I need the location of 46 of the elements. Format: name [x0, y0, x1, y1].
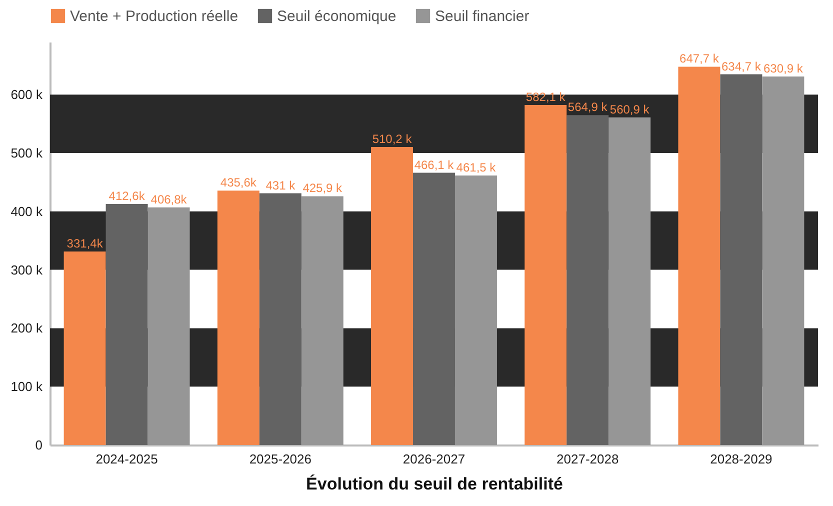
bar: [217, 190, 260, 445]
y-tick-label: 100 k: [10, 379, 43, 394]
bar: [454, 175, 497, 445]
data-label: 406,8k: [150, 192, 188, 206]
data-label: 466,1 k: [414, 158, 455, 172]
data-label: 331,4k: [66, 236, 104, 250]
bar: [148, 207, 190, 445]
data-label: 630,9 k: [763, 62, 804, 76]
y-tick-label: 200 k: [10, 320, 43, 336]
x-axis-title: Évolution du seuil de rentabilité: [306, 474, 563, 494]
data-label: 412,6k: [108, 189, 146, 204]
y-tick-label: 500 k: [10, 145, 43, 160]
x-tick-label: 2028-2029: [710, 452, 772, 466]
bar: [371, 147, 414, 445]
bar: [720, 74, 762, 445]
x-tick-label: 2027-2028: [556, 452, 619, 466]
data-label: 431 k: [266, 178, 296, 192]
y-tick-label: 400 k: [10, 204, 43, 219]
y-tick-label: 600 k: [10, 87, 43, 102]
legend-label: Vente + Production réelle: [70, 8, 238, 25]
bar: [524, 105, 567, 445]
bar: [301, 196, 344, 445]
bar: [566, 115, 609, 445]
data-label: 582,1 k: [526, 90, 566, 104]
bar: [259, 193, 302, 445]
x-tick-label: 2025-2026: [249, 452, 312, 466]
y-tick-label: 300 k: [10, 262, 43, 278]
y-tick-label: 0: [35, 438, 42, 452]
bar: [762, 76, 804, 445]
data-label: 647,7 k: [680, 52, 720, 66]
data-label: 461,5 k: [456, 160, 497, 174]
bar: [64, 251, 106, 445]
data-label: 510,2 k: [372, 132, 413, 146]
bar: [413, 172, 455, 445]
data-label: 435,6k: [220, 176, 258, 190]
bar: [106, 204, 148, 445]
legend-label: Seuil financier: [435, 8, 530, 25]
data-label: 560,9 k: [610, 102, 650, 116]
x-tick-label: 2024-2025: [96, 452, 158, 466]
data-label: 634,7 k: [722, 59, 762, 74]
data-label: 425,9 k: [302, 181, 344, 196]
x-tick-label: 2026-2027: [402, 452, 466, 466]
bar: [608, 117, 651, 445]
legend-label: Seuil économique: [277, 8, 396, 25]
data-label: 564,9 k: [568, 100, 608, 114]
bar: [678, 66, 720, 445]
